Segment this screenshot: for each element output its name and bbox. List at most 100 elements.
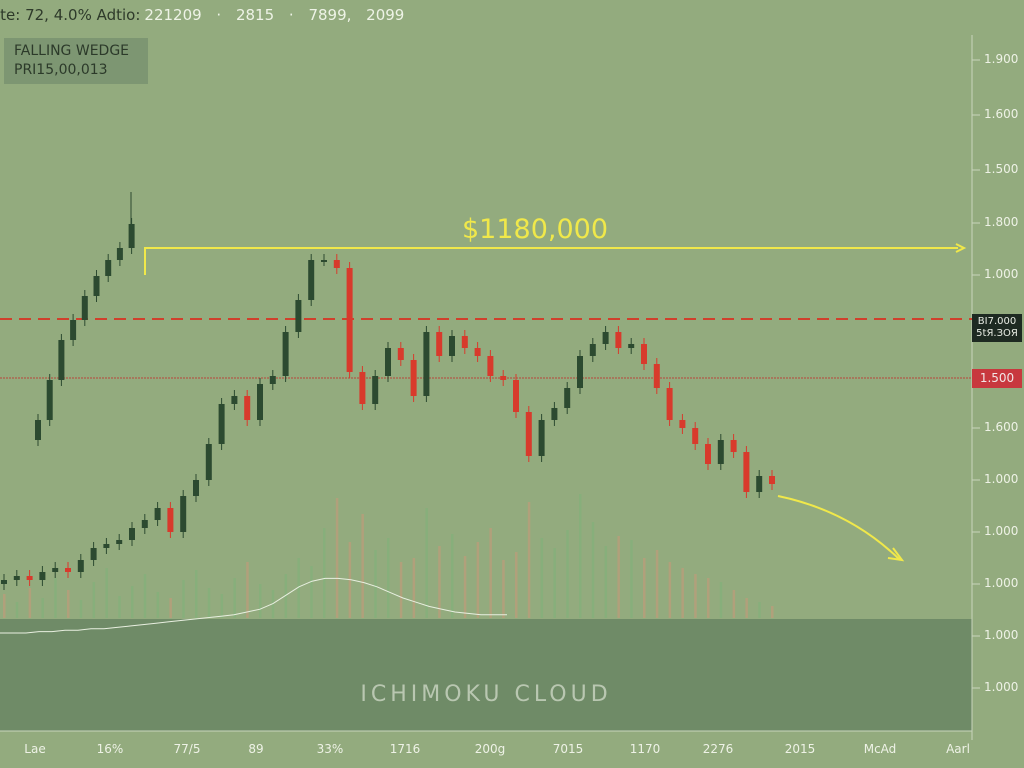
candle — [231, 396, 238, 404]
candle — [525, 412, 532, 456]
volume-bar — [579, 494, 582, 618]
volume-bar — [438, 546, 441, 618]
header-values: 221209 · 2815 · 7899, 2099 — [144, 6, 405, 24]
volume-bar — [668, 562, 672, 618]
volume-bar — [681, 568, 684, 618]
candle — [77, 560, 84, 572]
candle — [756, 476, 763, 492]
candle — [359, 372, 366, 404]
volume-bar — [566, 530, 569, 618]
y-tick-label: 1.800 — [984, 215, 1019, 229]
volume-bar — [387, 538, 390, 618]
candle — [295, 300, 302, 332]
volume-bar — [3, 594, 6, 618]
candle — [449, 336, 455, 356]
support-badge: 1.500 — [972, 369, 1022, 388]
volume-bar — [630, 540, 633, 618]
early-candle — [70, 320, 77, 340]
candle — [538, 420, 545, 456]
candle — [717, 440, 724, 464]
pattern-subtitle: PRI15,00,013 — [14, 62, 108, 78]
candle — [52, 568, 59, 572]
candle — [269, 376, 276, 384]
resistance-line — [144, 247, 958, 275]
x-tick-label: Aarl — [946, 742, 970, 756]
volume-bar — [259, 584, 262, 618]
volume-bar — [694, 574, 697, 618]
candle — [218, 404, 225, 444]
x-tick-label: 1170 — [629, 742, 661, 756]
volume-bar — [502, 560, 505, 618]
candle — [193, 480, 199, 496]
y-tick-label: 1.900 — [984, 52, 1019, 66]
candle — [666, 388, 673, 420]
x-tick-label: 33% — [316, 742, 344, 756]
candle — [397, 348, 404, 360]
volume-bar — [156, 592, 160, 618]
candle — [589, 344, 596, 356]
ichimoku-label: ICHIMOKU CLOUD — [360, 682, 612, 707]
volume-bar — [758, 602, 761, 618]
candle — [65, 568, 71, 572]
volume-bar — [553, 548, 556, 618]
volume-bar — [182, 580, 185, 618]
y-tick-label: 1.600 — [984, 420, 1019, 434]
candle — [513, 380, 519, 412]
candle — [730, 440, 737, 452]
candle — [628, 344, 635, 348]
volume-bar — [489, 528, 492, 618]
volume-bar — [463, 556, 467, 618]
candle — [692, 428, 699, 444]
candle — [346, 268, 353, 372]
x-tick-label: 2276 — [702, 742, 734, 756]
volume-bar — [233, 578, 236, 618]
early-candle — [35, 420, 41, 440]
candle — [372, 376, 379, 404]
volume-bar — [105, 568, 108, 618]
volume-bar — [732, 590, 736, 618]
candle — [154, 508, 161, 520]
candle — [205, 444, 212, 480]
volume-bar — [617, 536, 620, 618]
candle — [116, 540, 123, 544]
volume-bar — [527, 502, 531, 618]
x-tick-label: 16% — [96, 742, 124, 756]
volume-bar — [335, 498, 339, 618]
volume-bar — [195, 570, 198, 618]
candle — [679, 420, 686, 428]
ichimoku-panel — [0, 619, 972, 731]
volume-bar — [591, 522, 595, 618]
candle — [333, 260, 340, 268]
candle — [602, 332, 609, 344]
y-tick-label: 1.000 — [984, 628, 1019, 642]
price-badge: BI7.000 5tЯ.ЗОЯ — [972, 314, 1022, 342]
candle — [103, 544, 110, 548]
x-tick-label: 2015 — [784, 742, 816, 756]
x-tick-label: Lae — [24, 742, 46, 756]
pattern-box: FALLING WEDGE PRI15,00,013 — [4, 38, 148, 84]
y-tick-label: 1.000 — [984, 267, 1019, 281]
volume-bar — [28, 588, 32, 618]
volume-bar — [92, 582, 96, 618]
y-tick-label: 1.600 — [984, 107, 1019, 121]
volume-bar — [604, 546, 608, 618]
candle — [385, 348, 391, 376]
volume-bar — [67, 590, 70, 618]
candle — [461, 336, 468, 348]
volume-bar — [297, 558, 300, 618]
volume-bar — [374, 550, 377, 618]
candle — [423, 332, 430, 396]
candle — [13, 576, 20, 580]
volume-bar — [220, 594, 224, 618]
y-tick-label: 1.000 — [984, 576, 1019, 590]
candle — [577, 356, 583, 388]
pattern-title: FALLING WEDGE — [14, 43, 130, 59]
volume-bar — [41, 598, 44, 618]
candle — [257, 384, 263, 420]
candle — [641, 344, 647, 364]
header-label: ite: 72, 4.0% Adtio: — [0, 6, 141, 24]
y-tick-label: 1.000 — [984, 472, 1019, 486]
volume-bar — [284, 574, 288, 618]
volume-bar — [412, 558, 416, 618]
